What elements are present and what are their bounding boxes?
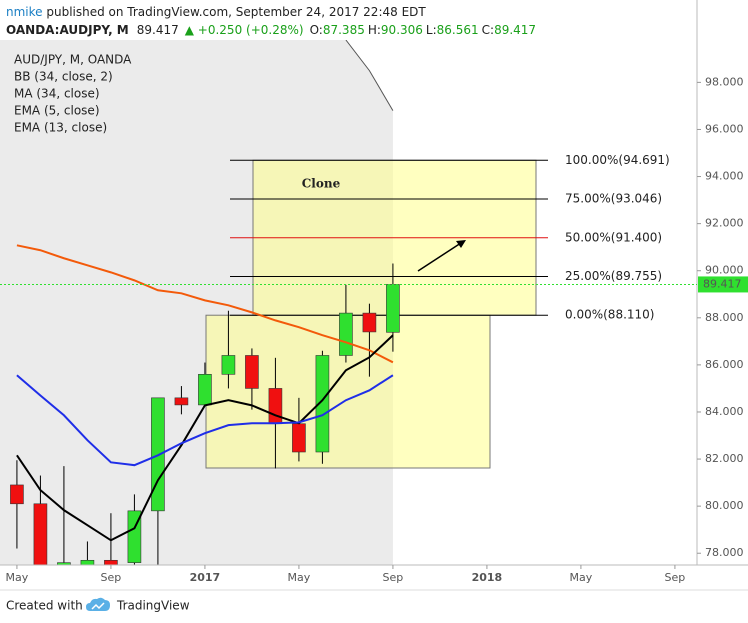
candle-body xyxy=(80,559,95,565)
o-label: O: xyxy=(310,23,323,37)
y-tick-label: 78.000 xyxy=(705,546,744,559)
l-value: 86.561 xyxy=(437,23,479,37)
legend-entry: EMA (5, close) xyxy=(14,104,100,118)
header-line: nmike published on TradingView.com, Sept… xyxy=(6,5,426,19)
h-value: 90.306 xyxy=(381,23,423,37)
h-label: H: xyxy=(368,23,381,37)
y-tick-label: 96.000 xyxy=(705,122,744,135)
fib-label: 50.00%(91.400) xyxy=(565,230,662,244)
y-tick-label: 92.000 xyxy=(705,217,744,230)
candle-body xyxy=(386,284,400,333)
fib-label: 25.00%(89.755) xyxy=(565,269,662,283)
y-tick-label: 90.000 xyxy=(705,264,744,277)
author[interactable]: nmike xyxy=(6,5,43,19)
symbol-line: OANDA:AUDJPY, M 89.417 ▲ +0.250 (+0.28%) O:… xyxy=(6,23,536,37)
published: published on TradingView.com, September … xyxy=(43,5,427,19)
x-tick-label: Sep xyxy=(101,571,122,584)
arrow-head xyxy=(456,240,466,248)
x-tick-label: May xyxy=(570,571,593,584)
last-price-box xyxy=(698,276,748,293)
candle-body xyxy=(104,559,118,565)
plot: Clone xyxy=(0,40,548,565)
footer-brand[interactable]: TradingView xyxy=(116,599,190,613)
c-label: C: xyxy=(482,23,494,37)
x-tick-label: Sep xyxy=(665,571,686,584)
indicator-line xyxy=(16,244,394,364)
last-price-label: 89.417 xyxy=(703,277,742,290)
x-tick-label: Sep xyxy=(383,571,404,584)
logo[interactable] xyxy=(86,597,110,611)
y-tick-label: 82.000 xyxy=(705,452,744,465)
x-tick-label: May xyxy=(288,571,311,584)
candle-body xyxy=(362,312,377,333)
legend-entry: EMA (13, close) xyxy=(14,121,107,135)
y-tick-label: 84.000 xyxy=(705,405,744,418)
o-value: 87.385 xyxy=(323,23,365,37)
l-label: L: xyxy=(426,23,437,37)
candle-body xyxy=(245,355,259,389)
fib-label: 75.00%(93.046) xyxy=(565,192,662,206)
c-value: 89.417 xyxy=(494,23,536,37)
candle-body xyxy=(292,423,306,453)
y-tick-label: 86.000 xyxy=(705,358,744,371)
candle-body xyxy=(221,355,236,375)
symbol: OANDA:AUDJPY, M xyxy=(6,23,129,37)
legend-title: AUD/JPY, M, OANDA xyxy=(14,53,132,67)
y-tick-label: 88.000 xyxy=(705,311,744,324)
arrow xyxy=(417,240,465,272)
indicator-line xyxy=(16,334,394,542)
legend-entry: BB (34, close, 2) xyxy=(14,70,113,84)
clone-label: Clone xyxy=(302,177,341,191)
x-tick-label: May xyxy=(6,571,29,584)
candle-body xyxy=(57,562,71,565)
change: ▲ +0.250 (+0.28%) xyxy=(185,23,304,37)
candle-body xyxy=(339,312,353,356)
x-tick-label: 2017 xyxy=(190,571,221,584)
y-tick-label: 80.000 xyxy=(705,499,744,512)
fib-label: 100.00%(94.691) xyxy=(565,153,670,167)
indicator-line xyxy=(345,40,394,111)
candle-body xyxy=(33,503,48,565)
footer-created: Created with xyxy=(6,599,83,613)
candle-body xyxy=(268,388,283,425)
candle-body xyxy=(315,355,330,453)
last: 89.417 xyxy=(137,23,179,37)
legend-entry: MA (34, close) xyxy=(14,87,100,101)
candle-body xyxy=(10,484,24,505)
y-tick-label: 98.000 xyxy=(705,75,744,88)
y-tick-label: 94.000 xyxy=(705,170,744,183)
indicator-line xyxy=(16,374,394,467)
candle-body xyxy=(174,397,189,406)
fib-label: 0.00%(88.110) xyxy=(565,308,654,322)
x-tick-label: 2018 xyxy=(472,571,503,584)
candle-body xyxy=(198,374,212,406)
